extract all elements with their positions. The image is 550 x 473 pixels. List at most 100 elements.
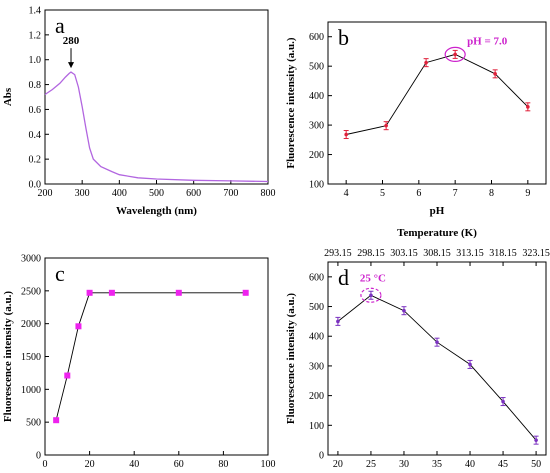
series-line	[44, 71, 269, 183]
optimum-annotation: 25 °C	[360, 272, 386, 284]
top-x-tick-label: 318.15	[489, 248, 517, 259]
y-tick-label: 1.4	[29, 6, 42, 17]
data-point	[344, 132, 348, 137]
data-point	[86, 289, 93, 296]
y-axis-label: Abs	[2, 87, 14, 106]
y-tick-label: 0.2	[29, 155, 42, 166]
x-tick-label: 50	[531, 459, 541, 470]
peak-annotation: 280	[63, 35, 80, 47]
series-line	[55, 292, 246, 421]
panel-letter: c	[55, 261, 65, 286]
y-tick-label: 100	[309, 421, 324, 432]
data-point	[493, 72, 497, 76]
x-axis-label: pH	[430, 205, 445, 217]
y-tick-label: 600	[309, 32, 324, 43]
data-point	[501, 399, 505, 404]
y-tick-label: 200	[309, 150, 324, 161]
x-tick-label: 20	[333, 459, 343, 470]
x-tick-label: 200	[38, 188, 53, 199]
x-tick-label: 25	[366, 459, 376, 470]
highlight-ellipse	[360, 287, 382, 303]
data-point	[453, 52, 457, 57]
x-tick-label: 6	[416, 188, 421, 199]
top-x-tick-label: 303.15	[390, 248, 418, 259]
series-line	[346, 53, 529, 135]
top-x-tick-label: 308.15	[423, 248, 451, 259]
y-tick-label: 2500	[21, 286, 41, 297]
x-tick-label: 40	[129, 459, 139, 470]
x-tick-label: 30	[399, 459, 409, 470]
x-tick-label: 20	[85, 459, 95, 470]
panel-letter: b	[338, 25, 349, 50]
y-tick-label: 0.0	[29, 180, 42, 191]
y-tick-label: 500	[309, 62, 324, 73]
data-point	[468, 362, 472, 367]
x-tick-label: 7	[453, 188, 458, 199]
data-point	[402, 308, 406, 313]
data-point	[64, 372, 71, 379]
x-tick-label: 45	[498, 459, 508, 470]
panel-letter: d	[338, 265, 349, 290]
x-tick-label: 40	[465, 459, 475, 470]
x-tick-label: 800	[261, 188, 276, 199]
x-tick-label: 8	[489, 188, 494, 199]
x-axis-label: Wavelength (nm)	[116, 205, 197, 217]
top-x-tick-label: 313.15	[456, 248, 484, 259]
panel-b-chart: 4 5 6 7 8 9 100 200 300 400 500 600 pH Fluorescence i…	[285, 21, 547, 217]
top-x-axis-label: Temperature (K)	[397, 227, 477, 239]
x-tick-label: 700	[223, 188, 238, 199]
y-tick-label: 2000	[21, 319, 41, 330]
data-point	[369, 293, 373, 298]
series-line	[337, 294, 537, 441]
data-point	[53, 417, 60, 424]
y-axis-label: Fluorescence intensity (a.u.)	[2, 291, 14, 423]
data-point	[242, 289, 249, 296]
y-tick-label: 100	[309, 180, 324, 191]
y-tick-label: 1000	[21, 385, 41, 396]
x-tick-label: 80	[218, 459, 228, 470]
x-tick-label: 9	[525, 188, 530, 199]
y-tick-label: 0	[36, 451, 41, 462]
y-tick-label: 500	[309, 302, 324, 313]
data-point	[526, 105, 530, 109]
y-tick-label: 0.8	[29, 80, 42, 91]
y-tick-label: 1500	[21, 352, 41, 363]
x-tick-label: 300	[75, 188, 90, 199]
data-point	[336, 319, 340, 324]
x-tick-label: 4	[344, 188, 349, 199]
data-point	[384, 123, 388, 128]
data-point	[175, 289, 182, 296]
x-tick-label: 500	[149, 188, 164, 199]
data-point	[75, 323, 82, 330]
panel-d-chart: 20 25 30 35 40 45 50 293.15 298.15 303.15 308.15 31…	[285, 227, 550, 470]
y-axis-label: Fluorescence intensity (a.u.)	[285, 37, 297, 169]
panel-c-chart: 020406080100050010001500200025003000Time…	[2, 254, 276, 471]
top-x-tick-label: 323.15	[522, 248, 550, 259]
y-tick-label: 200	[309, 391, 324, 402]
y-tick-label: 600	[309, 272, 324, 283]
panel-a-chart: 200 300 400 500 600 700 800 0.0 0.2 0.4 0.6 0.8 1.0 1…	[2, 6, 276, 218]
data-point	[435, 340, 439, 344]
highlight-ellipse	[444, 46, 466, 63]
optimum-annotation: pH = 7.0	[467, 35, 508, 47]
top-x-tick-label: 298.15	[357, 248, 385, 259]
y-tick-label: 0.6	[29, 105, 42, 116]
x-tick-label: 35	[432, 459, 442, 470]
y-tick-label: 500	[26, 418, 41, 429]
x-tick-label: 400	[112, 188, 127, 199]
y-tick-label: 400	[309, 91, 324, 102]
y-tick-label: 400	[309, 332, 324, 343]
y-tick-label: 300	[309, 361, 324, 372]
y-axis-label: Fluorescence intensity (a.u.)	[285, 293, 297, 425]
data-point	[424, 60, 428, 65]
x-tick-label: 5	[380, 188, 385, 199]
y-tick-label: 3000	[21, 254, 41, 265]
x-tick-label: 600	[186, 188, 201, 199]
annotation-arrow-head	[68, 62, 75, 69]
y-tick-label: 0	[319, 451, 324, 462]
x-tick-label: 0	[43, 459, 48, 470]
x-tick-label: 60	[174, 459, 184, 470]
y-tick-label: 1.2	[29, 30, 42, 41]
data-point	[108, 289, 115, 296]
